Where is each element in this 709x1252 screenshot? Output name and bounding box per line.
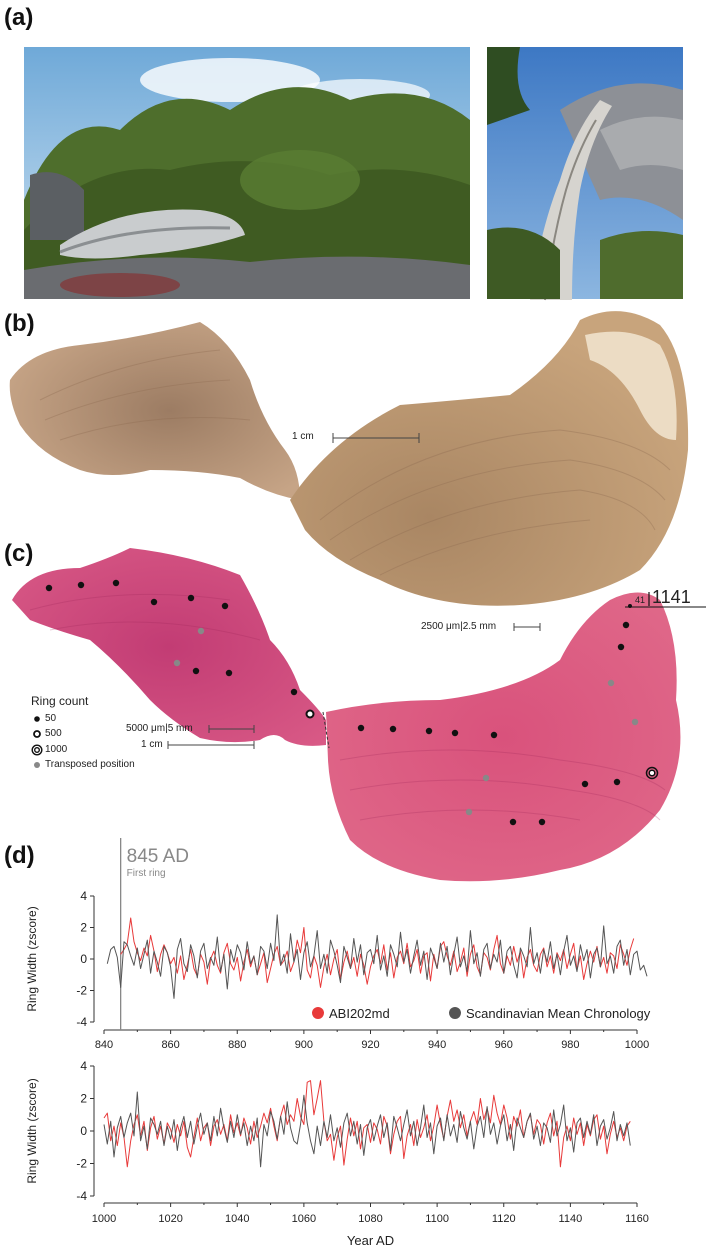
- x-tick-label: 1160: [625, 1213, 649, 1225]
- y-tick-label: -2: [76, 984, 87, 998]
- first-ring-year: 845 AD: [127, 846, 189, 867]
- legend-item-1000: 1000: [45, 744, 68, 755]
- ring-count-legend: Ring count: [31, 694, 88, 711]
- series-abi202md-line: [103, 1080, 631, 1168]
- x-tick-label: 960: [495, 1039, 513, 1051]
- tip-year-marker: [625, 592, 706, 608]
- wood-section-right: [290, 311, 689, 606]
- y-tick-label: -2: [76, 1157, 87, 1171]
- x-tick-label: 980: [561, 1039, 579, 1051]
- x-tick-label: 860: [161, 1039, 179, 1051]
- y-tick-label: 2: [80, 921, 87, 935]
- ring-count-legend-symbols: [31, 716, 43, 768]
- series-scandinavian-mean-line: [106, 914, 648, 999]
- stained-section-right: [326, 592, 681, 882]
- scale-left-1-label: 5000 μm|5 mm: [126, 723, 193, 734]
- y-axis-label: Ring Width (zscore): [25, 1078, 39, 1183]
- x-tick-label: 1060: [292, 1213, 316, 1225]
- legend-label-abi202md: ABI202md: [329, 1006, 390, 1021]
- x-tick-label: 1000: [625, 1039, 649, 1051]
- x-tick-label: 1040: [225, 1213, 249, 1225]
- x-tick-label: 880: [228, 1039, 246, 1051]
- x-tick-label: 1120: [492, 1213, 516, 1225]
- x-tick-label: 1100: [425, 1213, 449, 1225]
- x-tick-label: 1080: [358, 1213, 382, 1225]
- scale-bar-b-label: 1 cm: [292, 431, 314, 442]
- wood-ring-lines: [39, 349, 671, 576]
- x-axis-label: Year AD: [347, 1233, 394, 1248]
- scale-bar-left-2: [167, 741, 255, 749]
- x-tick-label: 940: [428, 1039, 446, 1051]
- stained-section-left: [12, 548, 326, 746]
- series-scandinavian-mean-line: [103, 1091, 631, 1168]
- panel-b-label: (b): [4, 310, 35, 337]
- y-tick-label: 4: [80, 1059, 87, 1073]
- wood-section-left: [9, 322, 300, 500]
- first-ring-caption: First ring: [127, 868, 166, 879]
- x-tick-label: 1000: [92, 1213, 116, 1225]
- x-tick-label: 1020: [158, 1213, 182, 1225]
- y-tick-label: 4: [80, 889, 87, 903]
- x-tick-label: 900: [295, 1039, 313, 1051]
- ring-count-markers: [45, 579, 659, 826]
- x-tick-label: 1140: [559, 1213, 583, 1225]
- legend-item-transposed: Transposed position: [45, 759, 135, 770]
- legend-swatch-abi202md: [312, 1007, 324, 1019]
- scale-right-label: 2500 μm|2.5 mm: [421, 621, 497, 632]
- legend-item-50: 50: [45, 713, 57, 724]
- scale-bar-right: [513, 623, 541, 631]
- panel-c-label: (c): [4, 540, 34, 567]
- x-tick-label: 920: [361, 1039, 379, 1051]
- y-tick-label: 2: [80, 1092, 87, 1106]
- legend-label-scandinavian-mean: Scandinavian Mean Chronology: [466, 1006, 651, 1021]
- y-tick-label: 0: [80, 1124, 87, 1138]
- panel-c-stained-section: [12, 548, 706, 882]
- y-tick-label: 0: [80, 952, 87, 966]
- series-abi202md-line: [120, 917, 635, 988]
- scale-left-2-label: 1 cm: [141, 739, 163, 750]
- panel-d-label: (d): [4, 842, 35, 869]
- panel-a-label: (a): [4, 4, 34, 31]
- scale-bar-b: [332, 433, 420, 443]
- x-tick-label: 840: [95, 1039, 113, 1051]
- landscape-photo: [24, 47, 470, 299]
- legend-item-500: 500: [45, 728, 62, 739]
- legend-swatch-scandinavian-mean: [449, 1007, 461, 1019]
- scale-bar-left-1: [208, 725, 255, 733]
- y-axis-label: Ring Width (zscore): [25, 906, 39, 1011]
- y-tick-label: -4: [76, 1189, 87, 1203]
- legend-title: Ring count: [31, 694, 89, 708]
- twisted-trunk-photo: [487, 47, 683, 301]
- panel-b-wood-section: [9, 311, 689, 606]
- y-tick-label: -4: [76, 1015, 87, 1029]
- tip-year-label: 1141: [652, 587, 691, 607]
- panel-a-photos: [24, 47, 683, 301]
- tip-small-label: 41: [635, 595, 646, 605]
